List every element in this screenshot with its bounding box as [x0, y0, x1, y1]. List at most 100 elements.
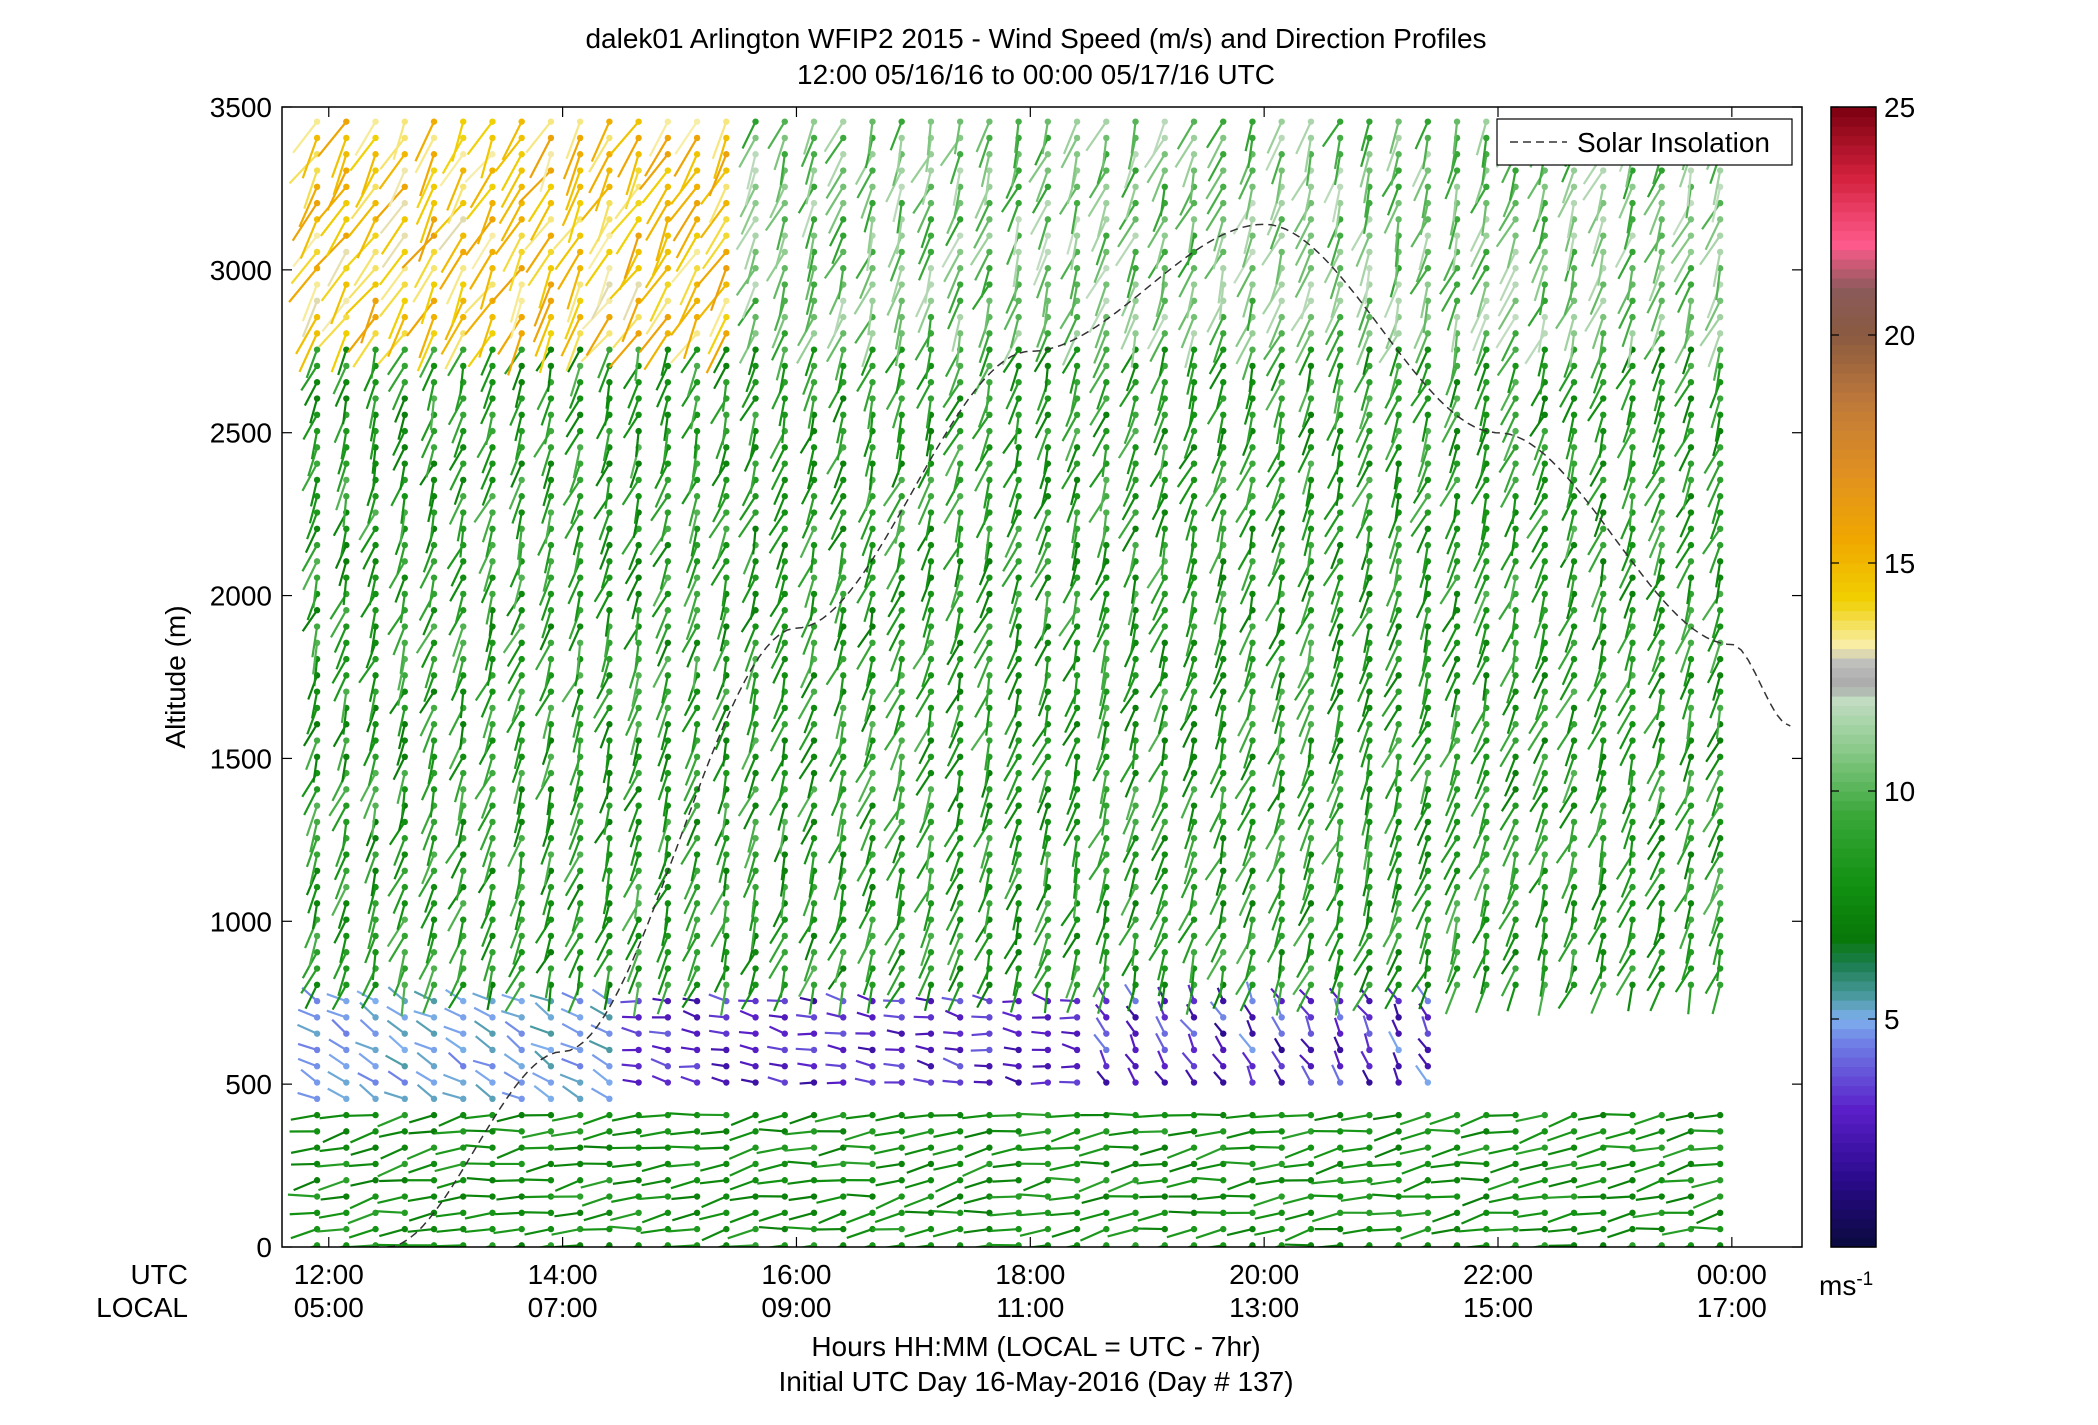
- wind-barb-dot: [1015, 1046, 1022, 1054]
- wind-barb-dot: [986, 330, 993, 337]
- wind-barb-dot: [986, 997, 993, 1005]
- wind-barb-dot: [693, 1209, 701, 1217]
- wind-barb-dot: [810, 281, 818, 288]
- wind-barb-stem: [572, 707, 582, 738]
- wind-barb-stem: [701, 1195, 727, 1209]
- wind-barb-dot: [1161, 509, 1168, 516]
- wind-barb-dot: [1132, 460, 1139, 467]
- wind-barb-stem: [609, 1225, 639, 1231]
- wind-barb-stem: [539, 153, 552, 193]
- wind-barb-stem: [494, 137, 523, 172]
- wind-barb-dot: [1249, 558, 1256, 565]
- wind-barb-stem: [747, 561, 757, 588]
- wind-barb-dot: [460, 1128, 467, 1135]
- wind-barb-stem: [742, 870, 757, 899]
- wind-barb-stem: [439, 251, 465, 290]
- wind-barb-stem: [316, 1227, 347, 1233]
- wind-barb-dot: [1132, 362, 1139, 370]
- wind-barb-dot: [518, 1046, 525, 1054]
- wind-barb-dot: [869, 883, 876, 891]
- wind-barb-dot: [1190, 525, 1198, 532]
- wind-barb-dot: [1015, 216, 1022, 223]
- wind-barb-dot: [635, 199, 642, 207]
- wind-barb-dot: [489, 721, 496, 728]
- wind-barb-stem: [358, 1083, 377, 1100]
- wind-barb-dot: [1073, 802, 1081, 809]
- wind-barb-stem: [452, 626, 465, 657]
- wind-barb-dot: [372, 1193, 379, 1200]
- wind-barb-dot: [781, 1128, 788, 1135]
- wind-barb-dot: [547, 183, 555, 190]
- wind-barb-dot: [576, 395, 584, 402]
- wind-barb-stem: [681, 707, 699, 733]
- wind-barb-dot: [430, 1030, 438, 1037]
- wind-barb-stem: [302, 723, 319, 747]
- wind-barb-dot: [343, 932, 350, 940]
- wind-barb-dot: [518, 818, 525, 826]
- wind-barb-dot: [840, 346, 847, 353]
- wind-barb-dot: [430, 199, 438, 207]
- wind-barb-dot: [781, 313, 788, 321]
- wind-barb-stem: [627, 381, 640, 409]
- wind-barb-stem: [369, 724, 377, 752]
- wind-barb-stem: [690, 854, 699, 882]
- wind-barb-stem: [310, 691, 319, 719]
- wind-barb-stem: [660, 349, 669, 377]
- wind-barb-stem: [319, 1113, 347, 1120]
- wind-barb-dot: [1015, 379, 1022, 386]
- wind-barb-stem: [691, 447, 699, 478]
- wind-barb-dot: [1132, 704, 1139, 712]
- wind-barb-stem: [750, 919, 757, 951]
- wind-barb-dot: [1103, 362, 1110, 370]
- wind-barb-dot: [869, 704, 876, 712]
- wind-barb-dot: [1336, 900, 1344, 907]
- wind-barb-stem: [1048, 1146, 1078, 1150]
- wind-barb-dot: [460, 851, 467, 858]
- wind-barb-dot: [489, 216, 496, 223]
- wind-barb-dot: [606, 1193, 613, 1200]
- wind-barb-dot: [372, 232, 379, 239]
- wind-barb-dot: [313, 1079, 321, 1086]
- wind-barb-dot: [1190, 802, 1198, 809]
- wind-barb-dot: [547, 623, 555, 630]
- wind-barb-stem: [533, 1084, 552, 1100]
- wind-barb-dot: [635, 1209, 642, 1217]
- wind-barb-dot: [576, 932, 584, 940]
- wind-barb-dot: [343, 949, 350, 956]
- wind-barb-dot: [781, 476, 788, 484]
- wind-barb-stem: [721, 805, 728, 838]
- wind-barb-dot: [313, 981, 321, 988]
- wind-barb-dot: [1190, 216, 1198, 223]
- wind-barb-dot: [576, 1095, 584, 1103]
- wind-barb-dot: [489, 411, 496, 418]
- wind-barb-dot: [1015, 688, 1022, 695]
- wind-barb-dot: [1190, 1014, 1198, 1021]
- wind-barb-dot: [460, 444, 467, 451]
- wind-barb-dot: [576, 427, 584, 435]
- wind-barb-dot: [430, 1063, 438, 1070]
- wind-barb-dot: [752, 753, 759, 760]
- wind-barb-dot: [1044, 1030, 1052, 1037]
- wind-barb-dot: [840, 672, 847, 679]
- wind-barb-stem: [477, 805, 494, 832]
- wind-barb-dot: [1103, 265, 1110, 272]
- wind-barb-dot: [1307, 330, 1315, 337]
- wind-barb-dot: [460, 525, 467, 532]
- wind-barb-stem: [699, 202, 728, 239]
- wind-barb-dot: [1073, 835, 1081, 842]
- wind-barb-dot: [343, 574, 350, 581]
- wind-barb-dot: [956, 965, 964, 972]
- wind-barb-dot: [1015, 1063, 1022, 1070]
- wind-barb-stem: [333, 674, 348, 702]
- wind-barb-dot: [840, 232, 847, 239]
- wind-barb-dot: [1044, 851, 1052, 858]
- wind-barb-stem: [711, 121, 728, 160]
- wind-barb-stem: [554, 1211, 581, 1218]
- wind-barb-dot: [1278, 216, 1285, 223]
- wind-barb-stem: [368, 398, 377, 429]
- wind-barb-dot: [1044, 590, 1052, 598]
- wind-barb-dot: [1336, 330, 1344, 337]
- wind-barb-dot: [1073, 183, 1081, 190]
- wind-barb-stem: [408, 1211, 435, 1222]
- wind-barb-dot: [343, 1144, 350, 1151]
